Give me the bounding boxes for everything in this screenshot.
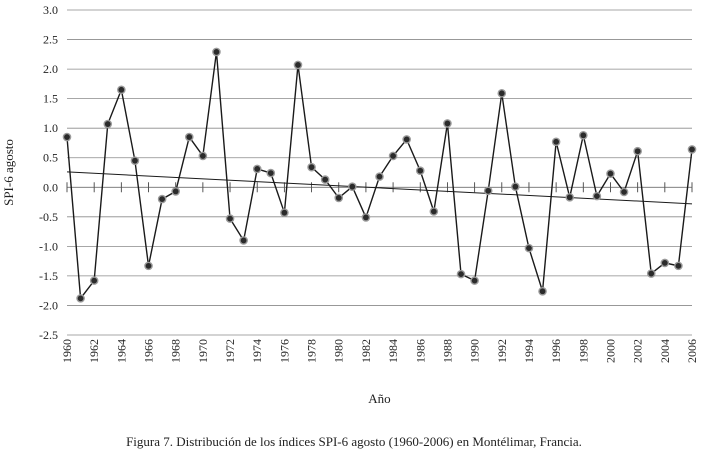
x-tick-label: 2002: [631, 339, 645, 363]
data-point: [538, 286, 547, 296]
y-tick-labels: 3.0 2.5 2.0 1.5 1.0 0.5 0.0 -0.5 -1.0 -1.5 -2.0 -2.…: [39, 3, 58, 342]
trend-layer: [66, 171, 693, 205]
x-tick-label: 1962: [87, 339, 101, 363]
data-point: [633, 146, 642, 156]
data-point: [280, 208, 289, 217]
data-point: [524, 243, 534, 253]
x-tick-label: 1984: [386, 339, 400, 363]
y-tick-label: 2.0: [43, 62, 58, 76]
data-point: [62, 132, 72, 142]
data-point: [320, 175, 330, 184]
data-point: [470, 276, 479, 285]
data-point: [429, 207, 439, 216]
x-tick-label: 1990: [468, 339, 482, 363]
x-tick-label: 1966: [142, 339, 156, 363]
x-tick-label: 1980: [332, 339, 346, 363]
y-tick-label: 1.0: [43, 121, 58, 135]
trend-line: [66, 171, 693, 205]
data-point: [239, 236, 248, 245]
x-axis-title: Año: [368, 391, 390, 406]
data-point: [348, 182, 357, 191]
x-tick-label: 1968: [169, 339, 183, 363]
data-point: [117, 85, 126, 95]
y-tick-label: 3.0: [43, 3, 58, 17]
x-tick-label: 1996: [549, 339, 563, 363]
data-point: [266, 168, 276, 178]
data-point: [415, 166, 425, 176]
x-tick-label: 1994: [522, 339, 536, 363]
data-point: [361, 213, 371, 222]
x-tick-label: 1992: [495, 339, 509, 363]
data-point: [334, 193, 344, 203]
data-point: [402, 135, 411, 144]
data-point: [579, 130, 588, 140]
data-point: [456, 269, 466, 279]
data-point: [388, 151, 398, 161]
x-tick-label: 2004: [658, 339, 672, 363]
y-tick-label: -2.0: [39, 298, 58, 312]
x-tick-label: 1970: [196, 339, 210, 363]
x-tick-label: 1974: [250, 339, 264, 363]
data-point: [171, 187, 180, 196]
data-point: [687, 145, 697, 154]
x-tick-label: 1986: [413, 339, 427, 363]
x-tick-label: 1978: [305, 339, 319, 363]
data-point: [89, 276, 99, 285]
data-point: [225, 214, 235, 223]
x-tick-label: 1988: [440, 339, 454, 363]
data-point: [157, 194, 167, 204]
data-point: [375, 172, 384, 181]
data-point: [184, 132, 194, 142]
x-tick-label: 1964: [114, 339, 128, 363]
x-tick-label: 1976: [277, 339, 291, 363]
x-tick-label: 1982: [359, 339, 373, 363]
x-tick-label: 1972: [223, 339, 237, 363]
series-layer: [62, 47, 697, 303]
figure-caption: Figura 7. Distribución de los índices SP…: [126, 434, 582, 449]
x-tick-label: 1960: [60, 339, 74, 363]
data-point: [483, 186, 493, 196]
x-tick-label: 1998: [576, 339, 590, 363]
y-tick-label: -0.5: [39, 210, 58, 224]
y-tick-label: 1.5: [43, 92, 58, 106]
data-point: [511, 182, 520, 191]
data-point: [293, 60, 303, 70]
gridlines: [67, 9, 692, 336]
x-tick-label: 2000: [603, 339, 617, 363]
data-point: [497, 89, 507, 98]
data-point: [307, 162, 316, 172]
y-tick-label: -1.0: [39, 239, 58, 253]
data-point: [76, 294, 85, 303]
data-point: [646, 269, 656, 278]
data-point: [660, 258, 670, 268]
y-tick-label: -2.5: [39, 328, 58, 342]
data-point: [551, 137, 561, 147]
data-point: [619, 187, 629, 197]
data-point: [144, 261, 153, 271]
x-tick-label: 2006: [685, 339, 699, 363]
y-tick-label: 0.5: [43, 151, 58, 165]
y-tick-label: -1.5: [39, 269, 58, 283]
data-point: [674, 261, 683, 271]
data-point: [592, 191, 602, 201]
x-tick-labels: 1960 1962 1964 1966 1968 1970 1972 1974 1976 1978…: [60, 339, 699, 363]
y-tick-label: 0.0: [43, 180, 58, 194]
data-point: [443, 119, 452, 128]
data-point: [252, 164, 262, 174]
data-point: [565, 193, 575, 202]
data-point: [198, 151, 208, 161]
data-point: [103, 119, 113, 129]
y-tick-label: 2.5: [43, 33, 58, 47]
y-axis-title: SPI-6 agosto: [1, 139, 16, 206]
data-point: [606, 169, 615, 178]
data-point: [130, 156, 140, 165]
data-point: [212, 47, 221, 57]
